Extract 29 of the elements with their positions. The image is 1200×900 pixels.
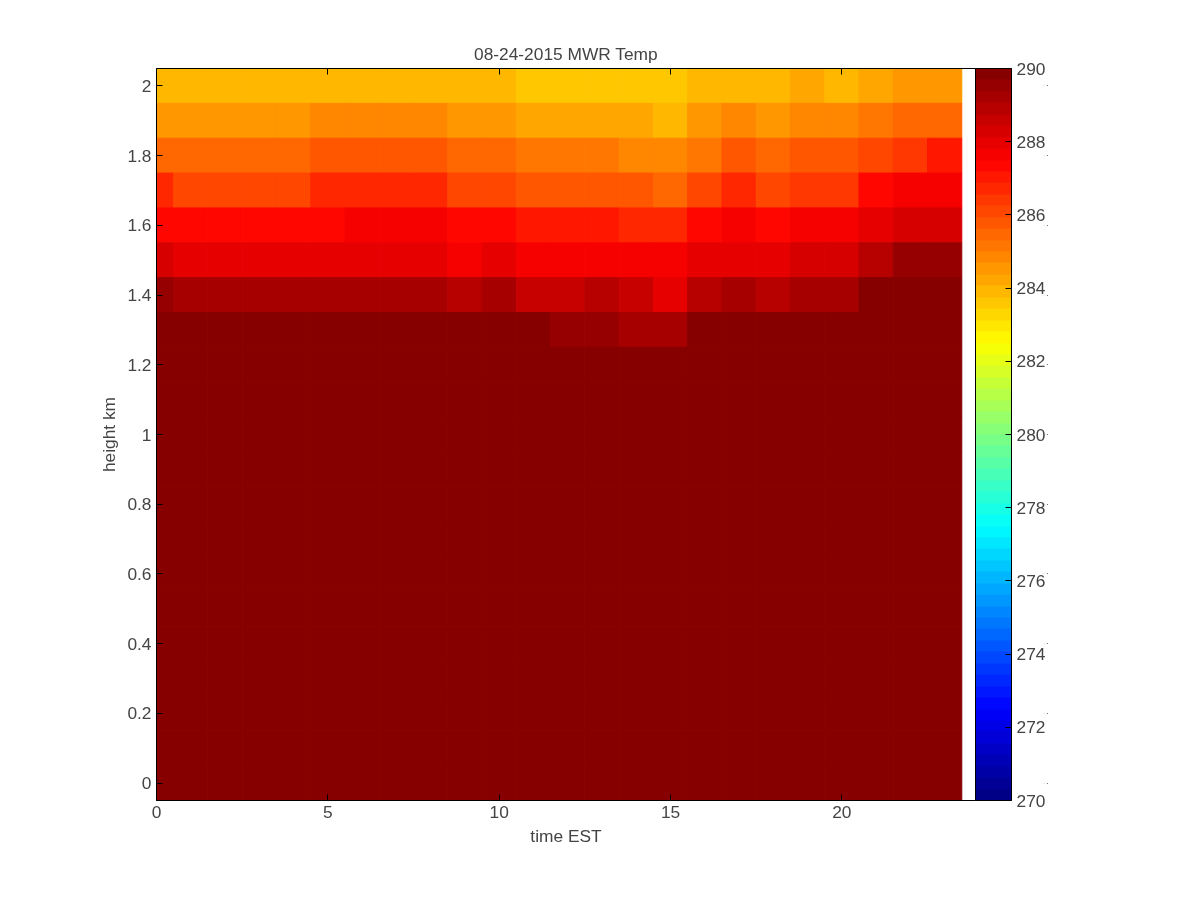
y-tick-label: 1.6 — [127, 215, 152, 236]
y-tick-label: 0.4 — [127, 633, 152, 654]
color-bar-label: 288 — [1016, 131, 1046, 152]
y-tick-label: 2 — [141, 75, 152, 96]
y-tick-label: 0.6 — [127, 563, 152, 584]
y-tick-label: 1.8 — [127, 145, 152, 166]
x-tick-label: 20 — [832, 801, 852, 822]
chart-title: 08-24-2015 MWR Temp — [474, 43, 658, 64]
color-bar-label: 280 — [1016, 424, 1046, 445]
color-bar-label: 282 — [1016, 351, 1046, 372]
color-bar-label: 274 — [1016, 644, 1046, 665]
x-tick-label: 15 — [660, 801, 681, 822]
y-tick-label: 0 — [141, 773, 152, 794]
x-tick-label: 10 — [489, 801, 509, 822]
color-bar-label: 286 — [1016, 204, 1046, 225]
y-tick-label: 1.4 — [127, 285, 152, 306]
y-axis-title: height km — [99, 396, 120, 473]
color-bar-label: 270 — [1016, 790, 1046, 811]
y-tick-label: 1.2 — [127, 354, 152, 375]
x-tick-label: 5 — [323, 801, 333, 822]
color-bar-label: 278 — [1016, 497, 1046, 518]
color-bar-label: 284 — [1016, 278, 1046, 299]
y-tick-label: 0.8 — [127, 494, 152, 515]
x-axis-title: time EST — [530, 825, 603, 846]
color-bar-label: 276 — [1016, 570, 1046, 591]
color-bar-label: 272 — [1016, 717, 1046, 738]
y-tick-label: 0.2 — [127, 703, 152, 724]
y-tick-label: 1 — [141, 424, 152, 445]
color-bar-label: 290 — [1016, 58, 1046, 79]
